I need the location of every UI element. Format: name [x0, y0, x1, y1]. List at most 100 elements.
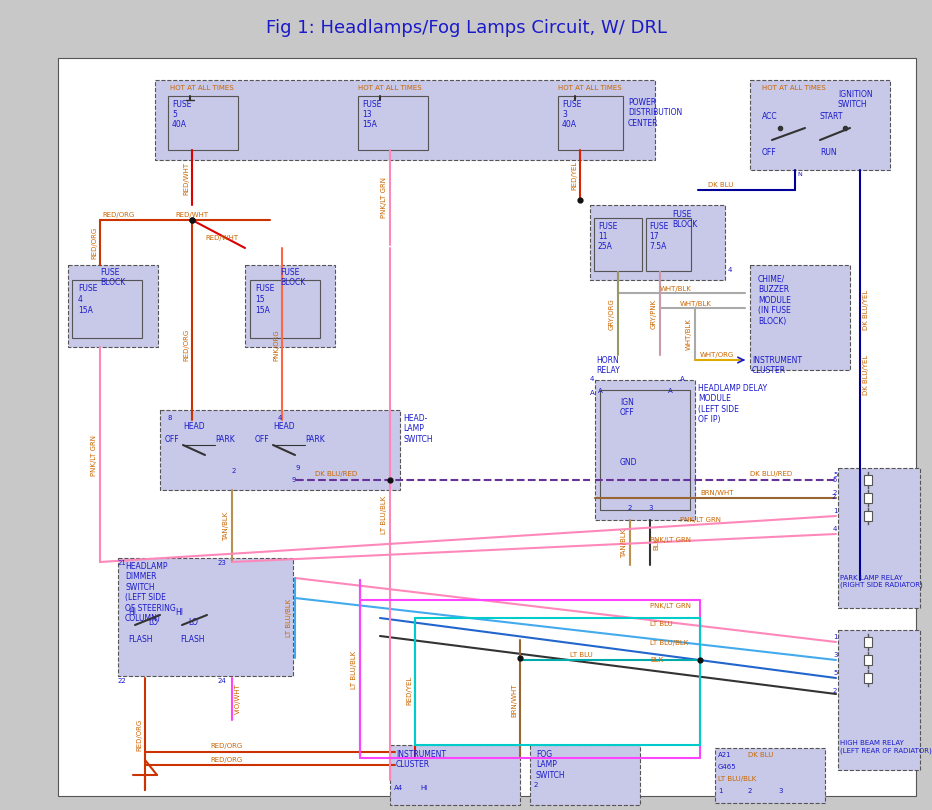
Text: FUSE
BLOCK: FUSE BLOCK: [672, 210, 697, 229]
Text: 2: 2: [534, 782, 539, 788]
Text: HOT AT ALL TIMES: HOT AT ALL TIMES: [558, 85, 622, 91]
Bar: [715, 748, 825, 803]
Bar: [595, 380, 695, 520]
Text: BLK: BLK: [653, 536, 659, 549]
Text: BRN/WHT: BRN/WHT: [700, 490, 733, 496]
Bar: [864, 475, 872, 485]
Text: LT BLU/BLK: LT BLU/BLK: [718, 776, 756, 782]
Text: LT BLU: LT BLU: [570, 652, 593, 658]
Text: CHIME/
BUZZER
MODULE
(IN FUSE
BLOCK): CHIME/ BUZZER MODULE (IN FUSE BLOCK): [758, 275, 791, 326]
Bar: [72, 280, 142, 338]
Text: GRY/ORG: GRY/ORG: [609, 298, 615, 330]
Text: 4: 4: [728, 267, 733, 273]
Text: PNK/LT GRN: PNK/LT GRN: [381, 177, 387, 219]
Text: RED/ORG: RED/ORG: [91, 227, 97, 259]
Text: HORN
RELAY: HORN RELAY: [596, 356, 620, 375]
Bar: [594, 218, 642, 271]
Text: 40A: 40A: [172, 120, 187, 129]
Text: OFF: OFF: [762, 148, 776, 157]
Text: 13: 13: [362, 110, 372, 119]
Text: 9: 9: [292, 477, 296, 483]
Text: DK BLU: DK BLU: [708, 182, 733, 188]
Text: FUSE: FUSE: [78, 284, 97, 293]
Text: START: START: [820, 112, 843, 121]
Text: 15A: 15A: [255, 306, 270, 315]
Text: RED/YEL: RED/YEL: [571, 160, 577, 190]
Text: 15A: 15A: [362, 120, 377, 129]
Text: GRY/PNK: GRY/PNK: [651, 299, 657, 329]
Text: LT BLU/BLK: LT BLU/BLK: [381, 496, 387, 534]
Text: A21: A21: [718, 752, 732, 758]
Text: DK BLU/RED: DK BLU/RED: [315, 471, 357, 477]
Text: PNK/LT GRN: PNK/LT GRN: [650, 537, 691, 543]
Bar: [864, 637, 872, 647]
Text: N: N: [797, 172, 802, 177]
Bar: [118, 558, 293, 676]
Bar: [838, 468, 920, 608]
Text: 3: 3: [778, 788, 783, 794]
Text: IGNITION
SWITCH: IGNITION SWITCH: [838, 90, 872, 109]
Text: DK BLU/YEL: DK BLU/YEL: [863, 355, 869, 395]
Text: 17: 17: [649, 232, 659, 241]
Text: FUSE
BLOCK: FUSE BLOCK: [100, 268, 125, 288]
Text: FUSE: FUSE: [172, 100, 191, 109]
Text: LT BLU/BLK: LT BLU/BLK: [351, 651, 357, 689]
Text: HI: HI: [420, 785, 427, 791]
Text: FLASH: FLASH: [128, 635, 153, 644]
Text: HEADLAMP
DIMMER
SWITCH
(LEFT SIDE
OF STEERING
COLUMN): HEADLAMP DIMMER SWITCH (LEFT SIDE OF STE…: [125, 562, 176, 623]
Bar: [155, 80, 655, 160]
Text: ACC: ACC: [762, 112, 777, 121]
Text: 3: 3: [562, 110, 567, 119]
Text: BRN/WHT: BRN/WHT: [511, 684, 517, 717]
Text: OFF: OFF: [165, 435, 180, 444]
Text: A: A: [668, 388, 673, 394]
Text: Fig 1: Headlamps/Fog Lamps Circuit, W/ DRL: Fig 1: Headlamps/Fog Lamps Circuit, W/ D…: [266, 19, 666, 37]
Bar: [864, 673, 872, 683]
Bar: [590, 205, 725, 280]
Text: WHT/BLK: WHT/BLK: [660, 286, 692, 292]
Bar: [250, 280, 320, 338]
Text: DK BLU/RED: DK BLU/RED: [750, 471, 792, 477]
Text: PARK: PARK: [215, 435, 235, 444]
Text: WHT/ORG: WHT/ORG: [700, 352, 734, 358]
Text: 2: 2: [748, 788, 752, 794]
Text: LO: LO: [188, 618, 198, 627]
Text: LT BLU/BLK: LT BLU/BLK: [650, 640, 688, 646]
Text: HIGH BEAM RELAY
(LEFT REAR OF RADIATOR): HIGH BEAM RELAY (LEFT REAR OF RADIATOR): [840, 740, 932, 753]
Text: 5: 5: [172, 110, 177, 119]
Text: 23: 23: [218, 560, 226, 566]
Text: 5: 5: [833, 472, 837, 478]
Text: A: A: [590, 390, 595, 396]
Text: PARK: PARK: [305, 435, 324, 444]
Text: 4: 4: [78, 295, 83, 304]
Text: RUN: RUN: [820, 148, 837, 157]
Bar: [390, 745, 520, 805]
Text: 15A: 15A: [78, 306, 93, 315]
Text: WHT/BLK: WHT/BLK: [680, 301, 712, 307]
Text: HEADLAMP DELAY
MODULE
(LEFT SIDE
OF IP): HEADLAMP DELAY MODULE (LEFT SIDE OF IP): [698, 384, 767, 424]
Text: FUSE: FUSE: [562, 100, 582, 109]
Text: HOT AT ALL TIMES: HOT AT ALL TIMES: [762, 85, 826, 91]
Text: TAN/BLK: TAN/BLK: [621, 528, 627, 557]
Bar: [864, 511, 872, 521]
Text: VIO/WHT: VIO/WHT: [235, 684, 241, 714]
Text: 2: 2: [833, 688, 837, 694]
Text: HEAD: HEAD: [183, 422, 205, 431]
Text: PARK LAMP RELAY
(RIGHT SIDE RADIATOR): PARK LAMP RELAY (RIGHT SIDE RADIATOR): [840, 575, 923, 589]
Bar: [0, 0, 932, 50]
Bar: [646, 218, 691, 271]
Text: RED/YEL: RED/YEL: [406, 676, 412, 705]
Text: LO: LO: [148, 618, 158, 627]
Text: PNK/LT GRN: PNK/LT GRN: [650, 603, 691, 609]
Text: 4: 4: [278, 415, 282, 421]
Text: 5: 5: [832, 477, 836, 483]
Text: 25A: 25A: [598, 242, 613, 251]
Text: FLASH: FLASH: [180, 635, 204, 644]
Text: 22: 22: [118, 678, 127, 684]
Text: POWER
DISTRIBUTION
CENTER: POWER DISTRIBUTION CENTER: [628, 98, 682, 128]
Text: 15: 15: [255, 295, 265, 304]
Bar: [838, 630, 920, 770]
Text: WHT/BLK: WHT/BLK: [686, 318, 692, 350]
Text: INSTRUMENT
CLUSTER: INSTRUMENT CLUSTER: [752, 356, 802, 375]
Text: PNK/LT GRN: PNK/LT GRN: [91, 434, 97, 475]
